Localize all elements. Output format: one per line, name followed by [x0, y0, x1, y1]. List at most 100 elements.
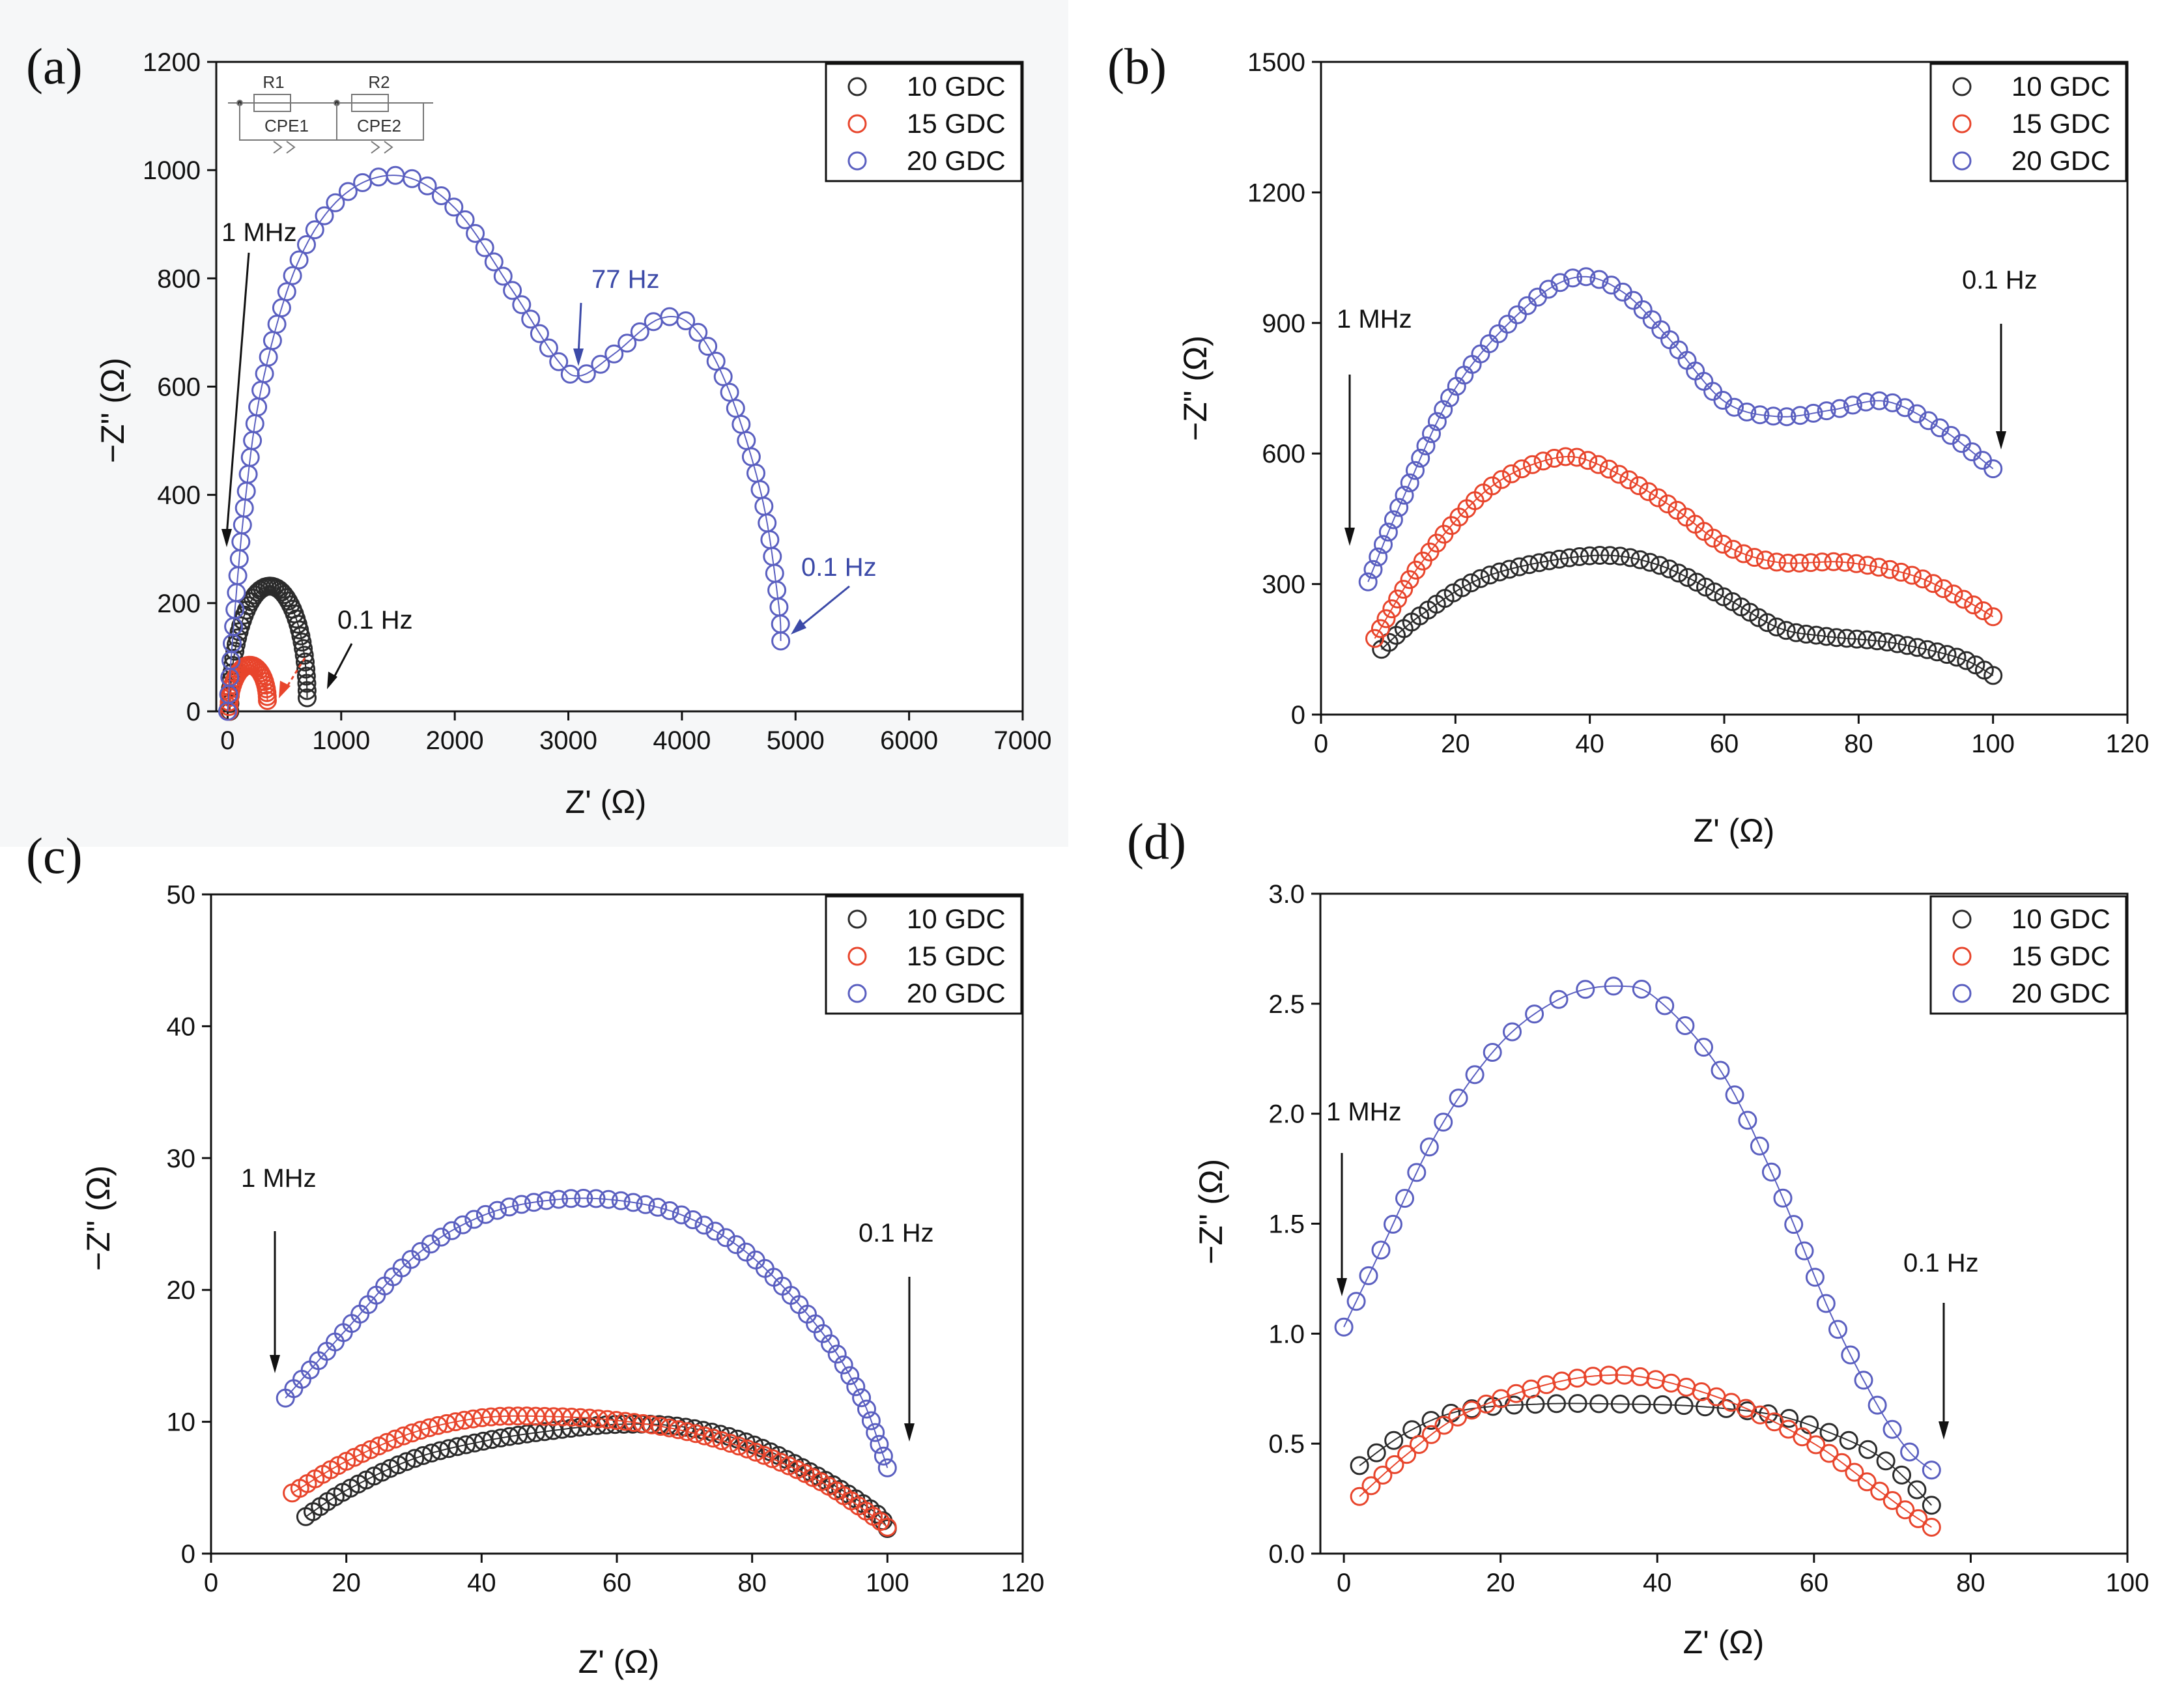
panel-b-data-point-10-gdc [1490, 562, 1509, 582]
panel-b-data-point-15-gdc [1365, 629, 1384, 648]
panel-a-data-point-20-gdc [689, 322, 708, 342]
panel-b-data-point-15-gdc [1790, 553, 1809, 573]
panel-b-data-point-20-gdc [1434, 400, 1453, 420]
panel-a-data-point-20-gdc [403, 169, 421, 188]
panel-b-data-point-10-gdc [1868, 631, 1887, 651]
panel-b-data-point-15-gdc [1767, 552, 1786, 572]
panel-d-xtick-label: 20 [1486, 1569, 1515, 1597]
panel-d-data-point-20-gdc [1773, 1188, 1793, 1208]
panel-a-data-point-20-gdc [720, 382, 739, 402]
panel-c-data-point-15-gdc [553, 1407, 573, 1427]
panel-c-data-point-15-gdc [377, 1432, 397, 1452]
panel-a-data-point-20-gdc [549, 352, 569, 371]
panel-d-data-point-20-gdc [1576, 980, 1595, 999]
panel-c-data-point-20-gdc [431, 1227, 451, 1247]
panel-d-fit-line-20-gdc [1343, 985, 1932, 1471]
panel-b-data-point-20-gdc [1416, 436, 1436, 455]
panel-d-data-point-15-gdc [1615, 1365, 1634, 1385]
panel-a-ylabel: −Z" (Ω) [94, 358, 131, 463]
panel-d-data-point-20-gdc [1604, 976, 1623, 996]
panel-a-xtick-label: 7000 [994, 726, 1052, 755]
panel-b-data-point-15-gdc [1869, 558, 1888, 577]
panel-a-data-point-20-gdc [503, 281, 522, 300]
panel-c-data-point-15-gdc [419, 1418, 439, 1438]
panel-c-xtick-label: 120 [1001, 1569, 1045, 1597]
panel-d-xtick-label: 60 [1800, 1569, 1829, 1597]
panel-c-data-point-10-gdc [474, 1431, 493, 1451]
panel-a-data-point-10-gdc [297, 681, 317, 700]
panel-a-data-point-10-gdc [298, 688, 317, 707]
panel-a-ytick-label: 200 [157, 590, 201, 618]
arrow-1mhz [225, 252, 250, 536]
annotation-0.1hz: 0.1 Hz [1962, 266, 2038, 294]
circuit-cpe2-label: CPE2 [357, 116, 401, 135]
panel-a-data-point-20-gdc [289, 250, 309, 270]
panel-a-data-point-20-gdc [484, 252, 504, 272]
panel-d-data-point-20-gdc [1655, 996, 1675, 1016]
panel-b-data-point-15-gdc [1589, 455, 1608, 474]
panel-a-data-point-20-gdc [713, 367, 733, 386]
panel-b-annotations: 1 MHz 0.1 Hz [1337, 266, 2038, 546]
panel-d-data-point-20-gdc [1525, 1004, 1544, 1024]
panel-c-data-point-10-gdc [380, 1459, 400, 1478]
panel-a-data-point-10-gdc [294, 639, 313, 659]
panel-a-legend: 10 GDC 15 GDC 20 GDC [825, 63, 1023, 182]
panel-d-data-point-20-gdc [1711, 1060, 1730, 1080]
panel-b-data-point-20-gdc [1406, 461, 1425, 480]
legend-marker-20-gdc [1952, 984, 1972, 1003]
panel-b-data-point-20-gdc [1411, 448, 1430, 468]
panel-b-data-point-15-gdc [1983, 607, 2003, 627]
panel-b-ytick-label: 1200 [1247, 178, 1305, 207]
panel-d-data-point-20-gdc [1632, 980, 1651, 999]
panel-c-ytick-label: 20 [167, 1276, 196, 1305]
annotation-77hz: 77 Hz [591, 265, 660, 294]
panel-c-data-point-20-gdc [840, 1366, 860, 1386]
panel-c-data-point-20-gdc [611, 1191, 631, 1210]
panel-b-data-point-20-gdc [1576, 267, 1596, 287]
panel-d-data-point-10-gdc [1367, 1443, 1386, 1462]
panel-b-data-point-15-gdc [1755, 550, 1775, 570]
panel-b-data-point-20-gdc [1856, 392, 1875, 412]
panel-b-data-point-15-gdc [1578, 451, 1598, 470]
panel-a-data-point-20-gdc [315, 206, 334, 225]
panel-c-data-point-15-gdc [394, 1426, 414, 1445]
panel-c-data-point-15-gdc [642, 1415, 662, 1434]
panel-b-data-point-15-gdc [1934, 579, 1954, 599]
panel-c-data-point-20-gdc [857, 1399, 876, 1419]
panel-d-data-point-15-gdc [1806, 1435, 1826, 1455]
panel-d-data-point-20-gdc [1725, 1085, 1744, 1105]
panel-b-data-point-20-gdc [1498, 315, 1518, 334]
panel-d-xtick-label: 40 [1643, 1569, 1672, 1597]
legend-marker-10-gdc [847, 77, 867, 96]
panel-d-data-point-10-gdc [1632, 1395, 1651, 1414]
legend-label-10-gdc: 10 GDC [907, 71, 1006, 102]
panel-c-data-point-15-gdc [606, 1411, 626, 1430]
panel-d-data-point-15-gdc [1883, 1491, 1902, 1510]
panel-a-fit-line-20-gdc [227, 175, 782, 712]
annotation-0.1hz: 0.1 Hz [859, 1219, 934, 1247]
panel-b-data-point-10-gdc [1678, 568, 1698, 587]
panel-d-ylabel: −Z" (Ω) [1193, 1159, 1229, 1264]
panel-d-data-point-20-gdc [1784, 1215, 1804, 1234]
panel-c-data-point-20-gdc [660, 1201, 679, 1220]
panel-c-data-point-20-gdc [694, 1216, 714, 1235]
panel-a-ytick-label: 1000 [143, 156, 201, 185]
panel-c-data-point-15-gdc [490, 1406, 509, 1426]
panel-b-data-point-15-gdc [1858, 556, 1877, 575]
panel-c-data-point-15-gdc [871, 1512, 890, 1531]
panel-d-data-point-10-gdc [1350, 1456, 1369, 1475]
panel-c-data-point-10-gdc [388, 1455, 408, 1475]
panel-b-data-point-10-gdc [1806, 625, 1826, 645]
panel-d-data-point-15-gdc [1567, 1369, 1587, 1388]
panel-c-data-point-15-gdc [703, 1429, 723, 1448]
annotation-1mhz: 1 MHz [1326, 1098, 1402, 1126]
panel-d-data-point-10-gdc [1839, 1430, 1858, 1450]
panel-d-data-point-10-gdc [1819, 1423, 1839, 1442]
circuit-r2-label: R2 [368, 72, 390, 92]
panel-c-data-point-20-gdc [464, 1210, 484, 1229]
panel-c-data-point-15-gdc [463, 1409, 483, 1429]
panel-d-data-point-15-gdc [1584, 1367, 1602, 1386]
panel-a-data-point-20-gdc [277, 282, 296, 302]
panel-b-legend: 10 GDC 15 GDC 20 GDC [1929, 63, 2127, 182]
legend-label-10-gdc: 10 GDC [907, 904, 1006, 934]
